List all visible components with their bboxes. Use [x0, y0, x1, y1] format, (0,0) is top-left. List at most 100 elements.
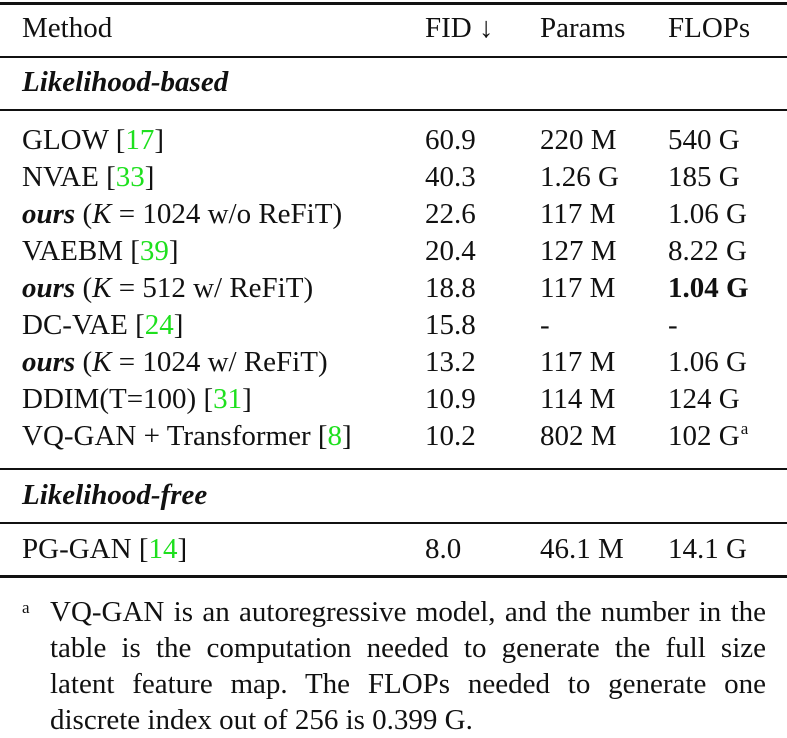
- flops-value: 102 G: [668, 420, 740, 452]
- citation-number[interactable]: 31: [213, 383, 243, 415]
- header-flops: FLOPs: [668, 12, 751, 44]
- params-cell: 117 M: [540, 198, 616, 230]
- k-symbol: K: [92, 272, 112, 304]
- citation-number[interactable]: 17: [125, 124, 155, 156]
- section-rule: [0, 468, 787, 470]
- method-name: PG-GAN: [22, 533, 132, 565]
- citation-number[interactable]: 8: [327, 420, 343, 452]
- citation-number[interactable]: 14: [148, 533, 178, 565]
- ours-label: ours: [22, 346, 76, 378]
- k-value: 1024: [142, 198, 201, 230]
- table-row: GLOW [17] 60.9 220 M 540 G: [0, 122, 787, 159]
- k-value: 512: [142, 272, 186, 304]
- method-cell: ours (K = 1024 w/o ReFiT): [22, 198, 343, 230]
- method-cell: NVAE [33]: [22, 159, 154, 196]
- method-cell: PG-GAN [14]: [22, 531, 187, 568]
- method-cell: GLOW [17]: [22, 122, 164, 159]
- citation[interactable]: [31]: [203, 383, 252, 415]
- table-header-row: Method FID ↓ Params FLOPs: [0, 10, 787, 47]
- section-heading-likelihood-free: Likelihood-free: [0, 477, 787, 514]
- flops-cell: 8.22 G: [668, 235, 747, 267]
- method-cell: ours (K = 1024 w/ ReFiT): [22, 346, 328, 378]
- citation[interactable]: [8]: [317, 420, 352, 452]
- fid-cell: 60.9: [425, 124, 476, 156]
- citation-number[interactable]: 39: [139, 235, 169, 267]
- fid-cell: 15.8: [425, 309, 476, 341]
- citation-number[interactable]: 24: [144, 309, 174, 341]
- ours-label: ours: [22, 198, 76, 230]
- section-heading-likelihood-based: Likelihood-based: [0, 64, 787, 101]
- k-symbol: K: [92, 198, 112, 230]
- citation[interactable]: [14]: [138, 533, 188, 565]
- method-cell: VQ-GAN + Transformer [8]: [22, 418, 352, 455]
- equals: =: [111, 346, 143, 378]
- flops-cell: -: [668, 309, 678, 341]
- table-row-ours: ours (K = 512 w/ ReFiT) 18.8 117 M 1.04 …: [0, 270, 787, 307]
- citation[interactable]: [33]: [106, 161, 155, 193]
- header-params: Params: [540, 12, 626, 44]
- header-method: Method: [22, 12, 113, 44]
- flops-cell: 1.06 G: [668, 346, 747, 378]
- params-cell: 1.26 G: [540, 161, 619, 193]
- header-fid: FID ↓: [425, 12, 494, 44]
- params-cell: 127 M: [540, 235, 617, 267]
- section-rule: [0, 522, 787, 524]
- footnote-marker[interactable]: a: [740, 419, 749, 438]
- fid-cell: 10.2: [425, 420, 476, 452]
- params-cell: 117 M: [540, 272, 616, 304]
- table-footnote: a VQ-GAN is an autoregressive model, and…: [22, 594, 766, 738]
- fid-cell: 18.8: [425, 272, 476, 304]
- citation[interactable]: [39]: [130, 235, 179, 267]
- table-row: DDIM(T=100) [31] 10.9 114 M 124 G: [0, 381, 787, 418]
- table-row: PG-GAN [14] 8.0 46.1 M 14.1 G: [0, 531, 787, 568]
- fid-cell: 20.4: [425, 235, 476, 267]
- method-name: VAEBM: [22, 235, 123, 267]
- equals: =: [111, 272, 143, 304]
- equals: =: [111, 198, 143, 230]
- params-cell: -: [540, 309, 550, 341]
- fid-cell: 22.6: [425, 198, 476, 230]
- flops-cell: 1.06 G: [668, 198, 747, 230]
- method-name: GLOW: [22, 124, 109, 156]
- variant: w/ ReFiT: [185, 272, 304, 304]
- table-row: VQ-GAN + Transformer [8] 10.2 802 M 102 …: [0, 418, 787, 455]
- flops-cell: 14.1 G: [668, 533, 747, 565]
- flops-cell: 185 G: [668, 161, 740, 193]
- params-cell: 220 M: [540, 124, 617, 156]
- fid-cell: 40.3: [425, 161, 476, 193]
- params-cell: 117 M: [540, 346, 616, 378]
- method-cell: DC-VAE [24]: [22, 307, 183, 344]
- section-title: Likelihood-free: [22, 479, 208, 511]
- citation[interactable]: [24]: [135, 309, 184, 341]
- flops-cell: 540 G: [668, 124, 740, 156]
- footnote-text: VQ-GAN is an autoregressive model, and t…: [50, 596, 766, 736]
- footnote-mark: a: [22, 598, 30, 617]
- table-top-rule: [0, 2, 787, 5]
- citation-number[interactable]: 33: [115, 161, 145, 193]
- table-row-ours: ours (K = 1024 w/ ReFiT) 13.2 117 M 1.06…: [0, 344, 787, 381]
- header-rule: [0, 56, 787, 58]
- variant: w/ ReFiT: [200, 346, 318, 378]
- table-bottom-rule: [0, 575, 787, 578]
- fid-cell: 13.2: [425, 346, 476, 378]
- method-cell: DDIM(T=100) [31]: [22, 381, 252, 418]
- method-cell: ours (K = 512 w/ ReFiT): [22, 272, 314, 304]
- method-name: DDIM(T=100): [22, 383, 197, 415]
- citation[interactable]: [17]: [115, 124, 165, 156]
- params-cell: 46.1 M: [540, 533, 624, 565]
- k-value: 1024: [142, 346, 201, 378]
- params-cell: 802 M: [540, 420, 617, 452]
- method-cell: VAEBM [39]: [22, 233, 179, 270]
- flops-cell-best: 1.04 G: [668, 272, 749, 304]
- variant: w/o ReFiT: [200, 198, 333, 230]
- table-row: DC-VAE [24] 15.8 - -: [0, 307, 787, 344]
- fid-cell: 10.9: [425, 383, 476, 415]
- method-name: NVAE: [22, 161, 99, 193]
- table-row: VAEBM [39] 20.4 127 M 8.22 G: [0, 233, 787, 270]
- ours-label: ours: [22, 272, 76, 304]
- method-name: DC-VAE: [22, 309, 128, 341]
- flops-cell: 102 Ga: [668, 418, 748, 458]
- table-row: NVAE [33] 40.3 1.26 G 185 G: [0, 159, 787, 196]
- method-name: VQ-GAN + Transformer: [22, 420, 311, 452]
- fid-cell: 8.0: [425, 533, 462, 565]
